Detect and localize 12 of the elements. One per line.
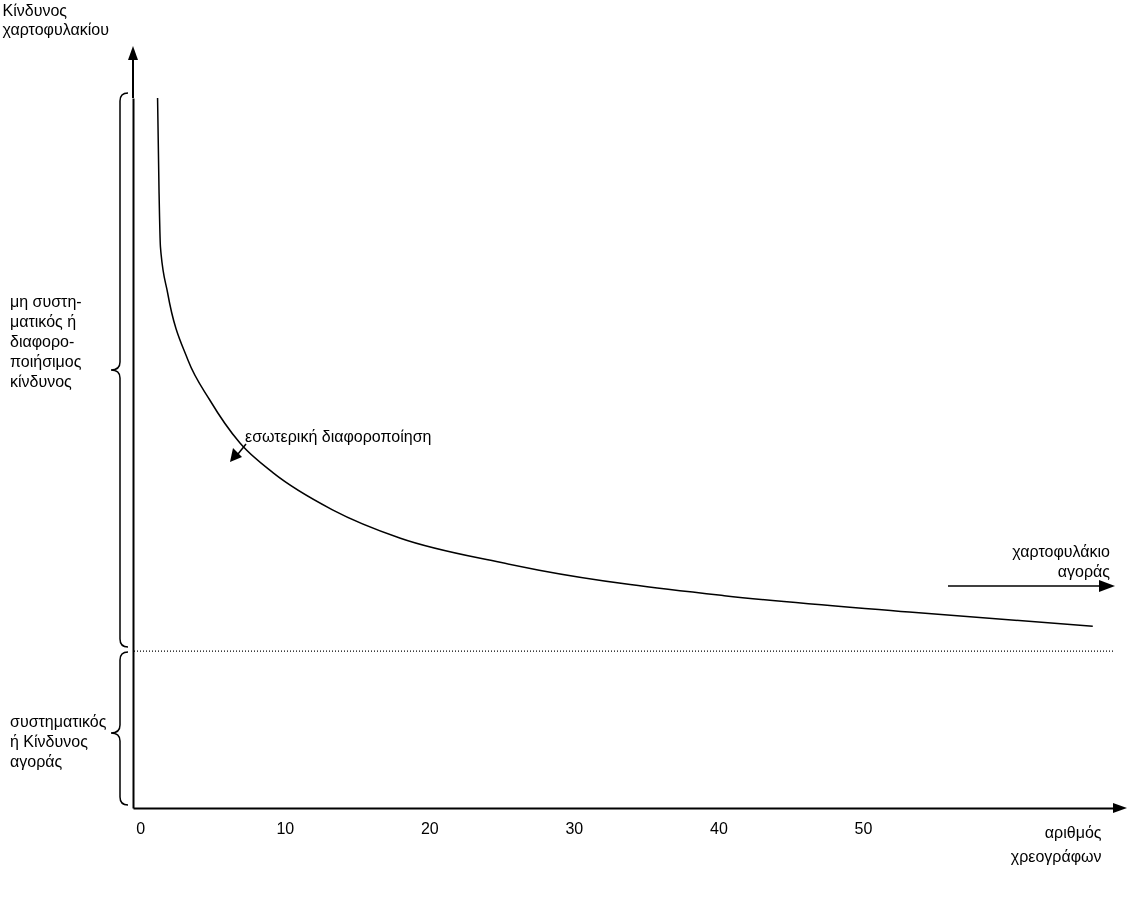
y-axis-title: Κίνδυνος χαρτοφυλακίου — [2, 1, 109, 38]
text: συστηματικός ή Κίνδυνος αγοράς — [10, 712, 107, 772]
text: μη συστη-ματικός ή διαφορο-ποιήσιμος κίνδυνος — [10, 292, 82, 392]
x-tick-label: 0 — [136, 819, 146, 837]
annotation: χαρτοφυλάκιο αγοράς — [1011, 542, 1110, 582]
x-tick-label: 30 — [565, 819, 584, 837]
x-axis-title: αριθμός χρεογράφων — [1010, 823, 1102, 865]
x-tick-label: 20 — [420, 819, 439, 837]
x-tick-label: 40 — [710, 819, 728, 837]
x-tick-label: 10 — [276, 819, 295, 837]
annotation: εσωτερική διαφοροποίηση — [245, 427, 432, 447]
x-tick-label: 50 — [854, 819, 873, 837]
